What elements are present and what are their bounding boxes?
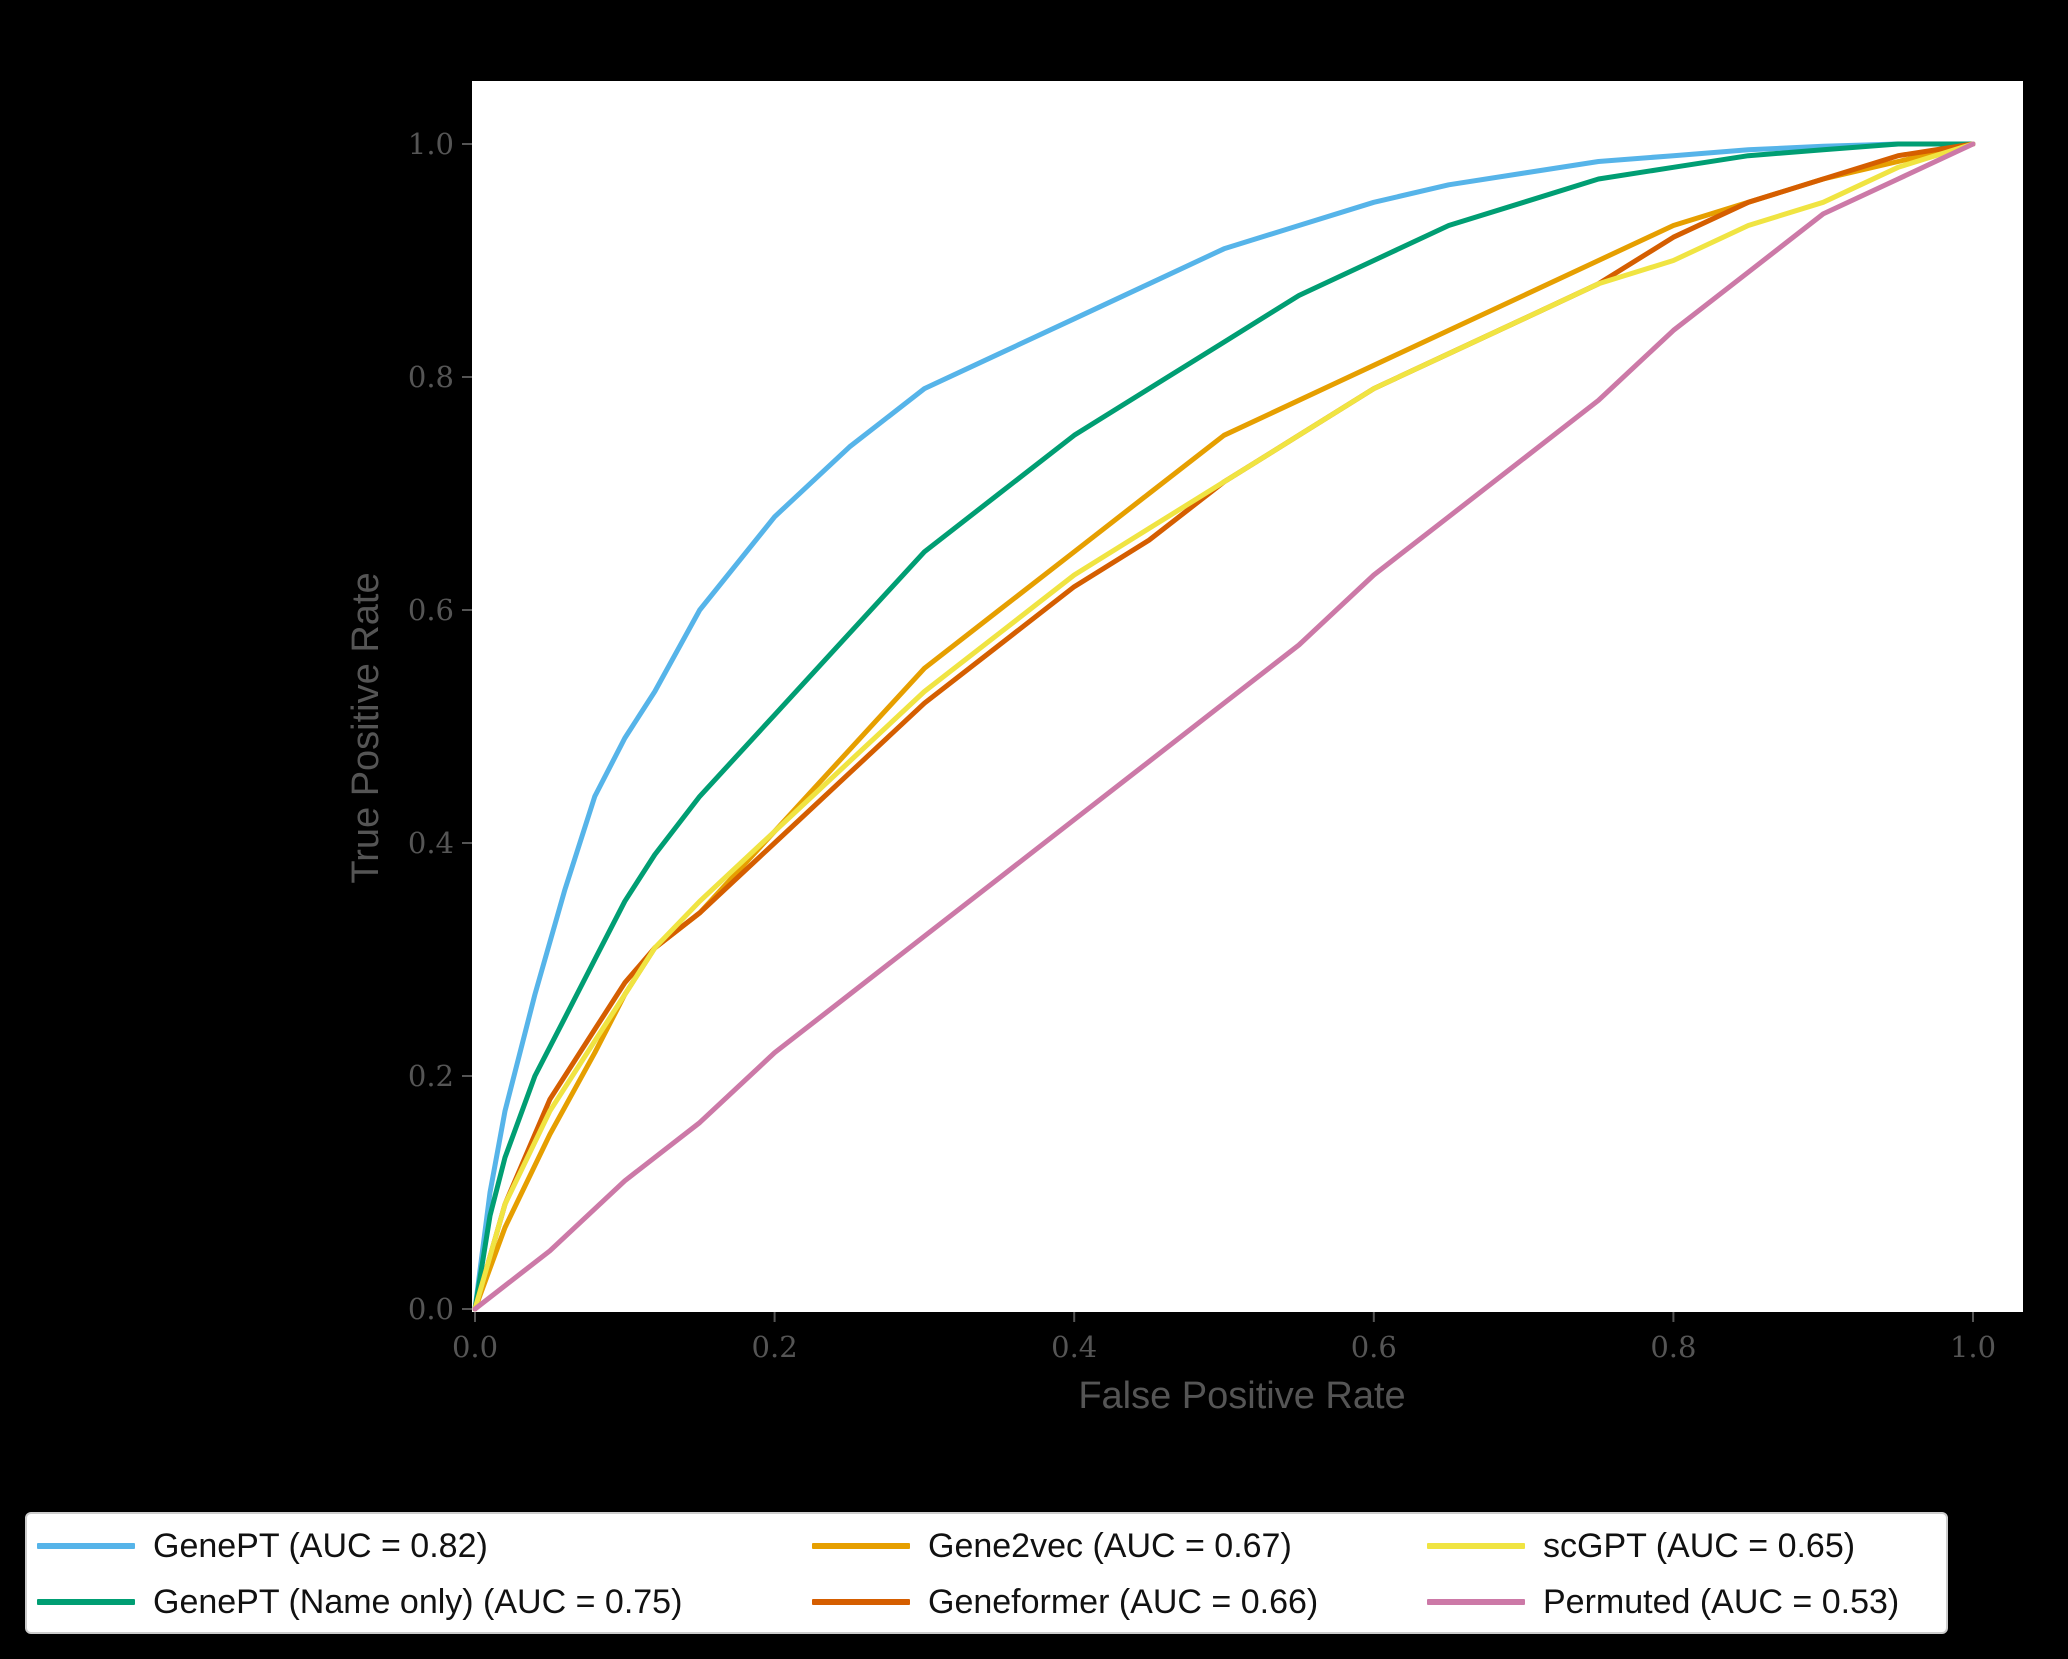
legend-label: Geneformer (AUC = 0.66) [928, 1582, 1319, 1621]
y-tick-label: 0.2 [408, 1059, 454, 1093]
series-line-3 [472, 141, 1976, 1312]
legend-swatch [812, 1599, 910, 1605]
y-axis-ticks: 0.0 0.2 0.4 0.6 0.8 1.0 [408, 127, 472, 1326]
legend-swatch [37, 1543, 135, 1549]
legend-item: Permuted (AUC = 0.53) [1427, 1578, 1899, 1626]
y-tick-label: 0.0 [408, 1292, 454, 1326]
y-tick-label: 1.0 [408, 127, 454, 161]
x-tick-label: 1.0 [1950, 1330, 1996, 1364]
y-tick-label: 0.8 [408, 360, 454, 394]
legend-swatch [1427, 1599, 1525, 1605]
legend-label: scGPT (AUC = 0.65) [1543, 1526, 1856, 1565]
legend-label: GenePT (Name only) (AUC = 0.75) [153, 1582, 683, 1621]
y-tick-label: 0.6 [408, 593, 454, 627]
x-axis-ticks: 0.0 0.2 0.4 0.6 0.8 1.0 [452, 1312, 1996, 1364]
plot-area [472, 81, 2023, 1312]
x-axis-label: False Positive Rate [1078, 1375, 1405, 1417]
legend-swatch [812, 1543, 910, 1549]
legend-swatch [1427, 1543, 1525, 1549]
x-tick-label: 0.8 [1650, 1330, 1696, 1364]
series-layer [472, 141, 1976, 1312]
x-tick-label: 0.4 [1051, 1330, 1097, 1364]
legend-item: GenePT (Name only) (AUC = 0.75) [37, 1578, 682, 1626]
y-tick-label: 0.4 [408, 826, 454, 860]
legend-label: Permuted (AUC = 0.53) [1543, 1582, 1900, 1621]
legend-item: GenePT (AUC = 0.82) [37, 1522, 488, 1570]
series-line-4 [472, 141, 1976, 1312]
legend-item: Gene2vec (AUC = 0.67) [812, 1522, 1292, 1570]
series-line-0 [472, 141, 1976, 1312]
y-axis-label: True Positive Rate [345, 572, 387, 883]
x-tick-label: 0.6 [1351, 1330, 1397, 1364]
x-tick-label: 0.0 [452, 1330, 498, 1364]
legend: GenePT (AUC = 0.82) GenePT (Name only) (… [25, 1512, 1948, 1634]
series-line-1 [472, 141, 1976, 1312]
legend-swatch [37, 1599, 135, 1605]
legend-item: scGPT (AUC = 0.65) [1427, 1522, 1855, 1570]
series-line-5 [472, 141, 1976, 1312]
legend-item: Geneformer (AUC = 0.66) [812, 1578, 1318, 1626]
x-tick-label: 0.2 [752, 1330, 798, 1364]
legend-label: GenePT (AUC = 0.82) [153, 1526, 488, 1565]
legend-label: Gene2vec (AUC = 0.67) [928, 1526, 1292, 1565]
